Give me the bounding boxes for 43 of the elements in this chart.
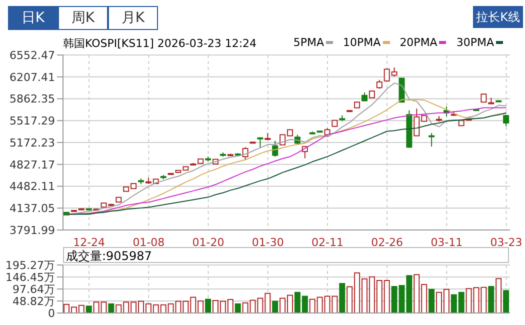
bar bbox=[496, 278, 502, 313]
x-tick-label: 03-23 bbox=[490, 236, 522, 249]
y-tick-label: 4482.11 bbox=[10, 180, 55, 194]
y-tick-label: 5862.35 bbox=[10, 92, 55, 106]
text: 拉长K线 bbox=[473, 6, 523, 28]
y-tick-label: 5517.29 bbox=[10, 114, 55, 128]
y-tick-label: 3791.99 bbox=[10, 224, 55, 237]
y-tick-label: 0 bbox=[48, 306, 55, 320]
x-tick-label: 12-24 bbox=[73, 236, 106, 249]
y-tick-label: 48.82万 bbox=[12, 294, 55, 308]
x-tick-label: 03-11 bbox=[430, 236, 463, 249]
text: 日K bbox=[8, 6, 58, 30]
y-tick-label: 5172.23 bbox=[10, 136, 55, 150]
x-tick-label: 01-08 bbox=[132, 236, 165, 249]
y-tick-label: 6207.41 bbox=[10, 70, 55, 84]
x-tick-label: 02-26 bbox=[371, 236, 404, 249]
x-tick-label: 01-30 bbox=[252, 236, 284, 249]
bar bbox=[234, 303, 241, 313]
bar bbox=[428, 288, 435, 313]
legend-label: 20PMA bbox=[400, 36, 438, 49]
bar bbox=[272, 300, 278, 313]
y-tick-label: 97.64万 bbox=[12, 282, 55, 296]
bar bbox=[108, 303, 114, 313]
y-tick-label: 146.45万 bbox=[6, 270, 55, 284]
legend-label: 5PMA bbox=[293, 36, 324, 49]
y-tick-label: 6552.47 bbox=[10, 48, 55, 62]
candlestick bbox=[428, 132, 435, 148]
chart-title: 成交量:905987 bbox=[63, 247, 509, 263]
chart-title: 韩国KOSPI[KS11] 2026-03-23 12:24 bbox=[63, 36, 257, 51]
legend-label: 30PMA bbox=[456, 36, 494, 49]
legend-label: 10PMA bbox=[343, 36, 381, 49]
bar bbox=[339, 283, 346, 313]
text: 周K bbox=[58, 6, 108, 30]
y-tick-label: 4827.17 bbox=[10, 158, 55, 172]
bar bbox=[488, 286, 494, 313]
text: 月K bbox=[108, 6, 158, 30]
y-tick-label: 4137.05 bbox=[10, 202, 55, 216]
bar bbox=[503, 290, 510, 313]
bar bbox=[86, 306, 92, 313]
y-tick-label: 195.27万 bbox=[6, 258, 55, 272]
bar bbox=[205, 298, 212, 313]
x-tick-label: 02-11 bbox=[311, 236, 344, 249]
x-tick-label: 01-20 bbox=[192, 236, 224, 249]
